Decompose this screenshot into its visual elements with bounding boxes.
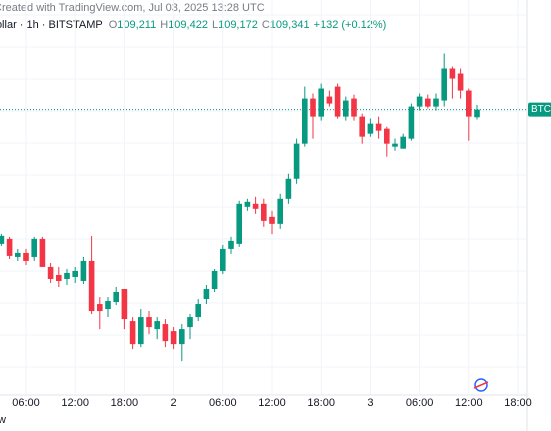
candle-body bbox=[351, 98, 357, 117]
candle-body bbox=[425, 98, 431, 107]
x-tick-label: 06:00 bbox=[209, 397, 237, 409]
candle-body bbox=[441, 68, 447, 101]
candles bbox=[0, 53, 480, 362]
candle-body bbox=[179, 329, 185, 345]
candle-body bbox=[129, 321, 136, 345]
ohlc-legend: O 109,211 H 109,422 L 109,172 C 109,341 +132 (+0… bbox=[109, 19, 387, 31]
candle-body bbox=[121, 288, 128, 320]
candle-body bbox=[154, 321, 160, 330]
x-tick-label: 18:00 bbox=[504, 397, 532, 409]
x-tick-label: 12:00 bbox=[61, 397, 89, 409]
candle-body bbox=[367, 123, 374, 134]
candle-body bbox=[56, 274, 62, 281]
candle-body bbox=[474, 109, 480, 118]
candle-body bbox=[375, 123, 382, 131]
price-tag: BTCU bbox=[531, 104, 551, 115]
x-tick-label: 3 bbox=[367, 397, 373, 409]
x-tick-label: 12:00 bbox=[258, 397, 286, 409]
candle-body bbox=[326, 96, 333, 104]
candle-body bbox=[400, 136, 406, 149]
candle-body bbox=[236, 203, 242, 244]
candle-body bbox=[220, 248, 226, 271]
candle-body bbox=[23, 252, 29, 261]
candle-body bbox=[408, 106, 415, 139]
candle-body bbox=[146, 317, 152, 328]
x-tick-label: 12:00 bbox=[455, 397, 483, 409]
candle-body bbox=[113, 292, 119, 303]
candle-body bbox=[187, 317, 193, 328]
x-tick-label: 18:00 bbox=[111, 397, 139, 409]
grid bbox=[0, 0, 527, 395]
candle-body bbox=[97, 304, 103, 312]
price-tag-box bbox=[528, 102, 551, 117]
candle-body bbox=[261, 203, 267, 221]
candle-body bbox=[302, 98, 308, 144]
candle-body bbox=[47, 266, 54, 279]
candle-body bbox=[211, 270, 218, 289]
candle-body bbox=[252, 203, 259, 209]
candle-body bbox=[64, 272, 70, 279]
candle-body bbox=[72, 270, 78, 277]
candle-body bbox=[416, 96, 423, 107]
candle-body bbox=[457, 73, 464, 91]
legend-value: 109,422 bbox=[168, 19, 208, 31]
candle-body bbox=[80, 260, 87, 281]
candle-body bbox=[138, 317, 144, 345]
candle-body bbox=[384, 128, 390, 144]
legend-key: H bbox=[160, 19, 168, 31]
x-tick-label: 18:00 bbox=[307, 397, 335, 409]
candle-body bbox=[88, 260, 95, 312]
candle-body bbox=[6, 238, 13, 256]
watermark: Created with TradingView.com, Jul 03, 20… bbox=[0, 2, 265, 14]
legend-key: O bbox=[109, 19, 118, 31]
candle-body bbox=[31, 238, 37, 257]
legend-key: C bbox=[262, 19, 270, 31]
candle-body bbox=[293, 143, 300, 179]
candle-body bbox=[277, 198, 283, 224]
candle-body bbox=[195, 304, 201, 318]
candle-body bbox=[269, 216, 275, 224]
candle-body bbox=[392, 143, 398, 147]
candle-body bbox=[15, 252, 21, 257]
candle-body bbox=[39, 238, 46, 267]
candle-body bbox=[244, 201, 251, 207]
candle-body bbox=[0, 235, 5, 244]
footer: w bbox=[0, 414, 6, 426]
candle-body bbox=[162, 324, 169, 342]
legend-value: 109,341 bbox=[270, 19, 310, 31]
x-tick-label: 06:00 bbox=[406, 397, 434, 409]
candle-body bbox=[170, 331, 177, 345]
x-tick-label: 2 bbox=[171, 397, 177, 409]
candle-body bbox=[433, 98, 439, 107]
candle-body bbox=[285, 178, 292, 199]
candle-body bbox=[466, 90, 472, 117]
candle-body bbox=[359, 116, 365, 137]
legend-key: L bbox=[212, 19, 218, 31]
candle-body bbox=[228, 240, 234, 249]
legend-change: +132 (+0.12%) bbox=[314, 19, 387, 31]
candle-body bbox=[203, 288, 210, 300]
x-tick-label: 06:00 bbox=[12, 397, 40, 409]
legend-value: 109,172 bbox=[218, 19, 258, 31]
candle-body bbox=[310, 98, 316, 117]
candle-body bbox=[334, 86, 341, 117]
legend-value: 109,211 bbox=[117, 19, 156, 31]
candle-body bbox=[318, 88, 324, 117]
candle-body bbox=[449, 68, 456, 79]
candle-body bbox=[105, 301, 111, 310]
logo-icon bbox=[473, 378, 489, 392]
candle-body bbox=[343, 100, 349, 117]
symbol: Dollar · 1h · BITSTAMP bbox=[0, 19, 103, 31]
